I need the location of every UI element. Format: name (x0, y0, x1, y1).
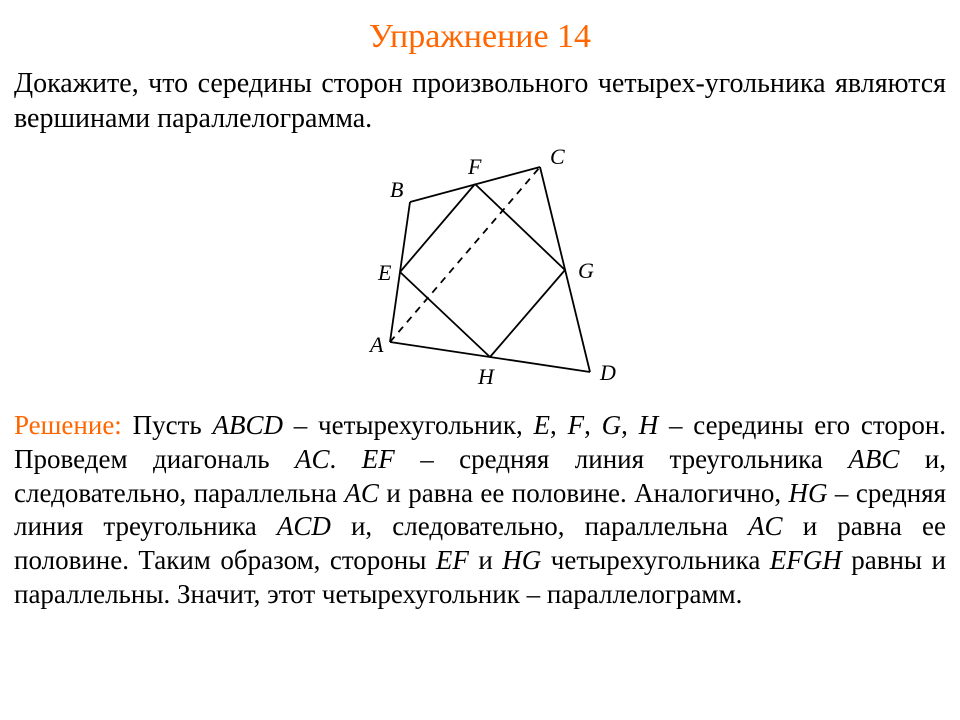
label-E: E (377, 260, 392, 285)
t: Пусть (122, 410, 213, 440)
sym: ACD (277, 511, 331, 541)
problem-text: Докажите, что середины сторон произвольн… (0, 56, 960, 136)
solution-text: Решение: Пусть ABCD – четырехугольник, E… (0, 409, 960, 612)
sym: AC (748, 511, 783, 541)
label-F: F (467, 154, 482, 179)
diagram-container: A B C D E F G H (0, 136, 960, 409)
sym: G (602, 410, 622, 440)
label-A: A (368, 332, 384, 357)
sym: EF (362, 444, 395, 474)
t: четырехугольника (541, 545, 769, 575)
t: и (469, 545, 502, 575)
t: – четырехугольник, (283, 410, 534, 440)
sym: E (534, 410, 551, 440)
sym: HG (502, 545, 541, 575)
page-title: Упражнение 14 (0, 0, 960, 56)
label-H: H (477, 364, 495, 389)
label-B: B (390, 177, 403, 202)
t: и равна ее половине. Аналогично, (379, 478, 789, 508)
t: , (550, 410, 568, 440)
sym: EF (436, 545, 469, 575)
label-C: C (550, 144, 565, 169)
sym: EFGH (770, 545, 842, 575)
solution-label: Решение: (14, 410, 122, 440)
sym: F (568, 410, 585, 440)
side-GH (490, 270, 565, 357)
sym: ABC (848, 444, 899, 474)
diagonal-AC (390, 167, 540, 342)
t: – средняя линия треугольника (395, 444, 849, 474)
sym: HG (789, 478, 828, 508)
label-D: D (599, 360, 616, 385)
t: , (621, 410, 639, 440)
sym: AC (344, 478, 379, 508)
t: и, следовательно, параллельна (331, 511, 748, 541)
t: , (584, 410, 602, 440)
geometry-diagram: A B C D E F G H (320, 142, 640, 402)
side-EF (400, 184, 475, 272)
label-G: G (578, 258, 594, 283)
side-FG (475, 184, 565, 270)
t: . (330, 444, 362, 474)
side-HE (400, 272, 490, 357)
sym: AC (295, 444, 330, 474)
sym: ABCD (212, 410, 283, 440)
sym: H (639, 410, 659, 440)
